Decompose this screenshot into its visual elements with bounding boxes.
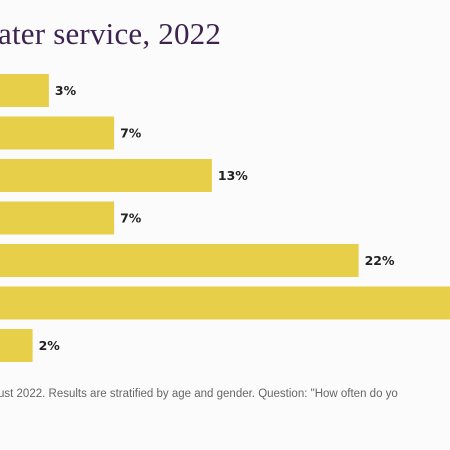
bar xyxy=(0,286,450,320)
bar xyxy=(0,159,212,192)
bar-value-label: 7% xyxy=(120,211,142,226)
bar-value-label: 7% xyxy=(120,126,142,141)
bar-value-label: 3% xyxy=(55,83,77,98)
bar xyxy=(0,116,115,150)
chart-title: ater service, 2022 xyxy=(0,16,222,51)
bar-value-label: 2% xyxy=(39,338,61,353)
bar xyxy=(0,74,49,107)
bar xyxy=(0,329,33,362)
bar-value-label: 13% xyxy=(218,168,248,183)
chart-footnote: ust 2022. Results are stratified by age … xyxy=(0,388,398,400)
bar xyxy=(0,244,359,277)
bar xyxy=(0,201,115,235)
bar-value-label: 22% xyxy=(365,253,395,268)
